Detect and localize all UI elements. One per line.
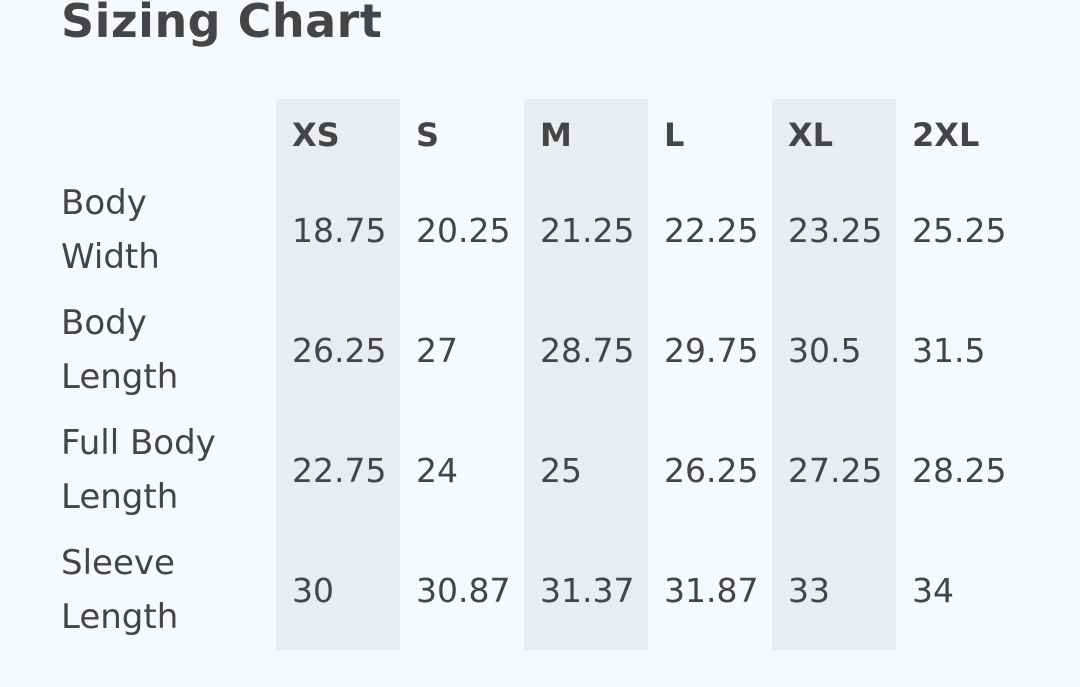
measurement-cell: 26.25 [664, 450, 759, 490]
measurement-cell: 20.25 [416, 210, 511, 250]
header-row: XS S M L XL 2XL [61, 99, 1020, 170]
size-header-2xl: 2XL [912, 115, 980, 154]
measurement-cell: 30 [276, 530, 400, 650]
measurement-cell: 31.5 [912, 330, 986, 370]
row-label-line: Full Body [61, 423, 216, 463]
row-label-line: Length [61, 477, 179, 517]
row-label-line: Width [61, 237, 160, 277]
row-label: Body Length [61, 290, 276, 410]
measurement-cell: 27 [416, 330, 458, 370]
measurement-cell: 29.75 [664, 330, 759, 370]
measurement-cell: 22.25 [664, 210, 759, 250]
sizing-table: XS S M L XL 2XL Body Width 18.75 20.25 21.25… [61, 99, 1020, 650]
table-row: Body Width 18.75 20.25 21.25 22.25 23.25 25.25 [61, 170, 1020, 290]
table-row: Sleeve Length 30 30.87 31.37 31.87 33 34 [61, 530, 1020, 650]
measurement-cell: 27.25 [772, 410, 896, 530]
measurement-cell: 28.25 [912, 450, 1007, 490]
size-header-xs: XS [276, 99, 400, 170]
size-header-xl: XL [772, 99, 896, 170]
table-row: Full Body Length 22.75 24 25 26.25 27.25 28.25 [61, 410, 1020, 530]
measurement-cell: 33 [772, 530, 896, 650]
row-label: Body Width [61, 170, 276, 290]
measurement-cell: 31.37 [524, 530, 648, 650]
measurement-cell: 25.25 [912, 210, 1007, 250]
row-label-line: Length [61, 597, 179, 637]
measurement-cell: 26.25 [276, 290, 400, 410]
row-label-line: Length [61, 357, 179, 397]
measurement-cell: 24 [416, 450, 458, 490]
page-title: Sizing Chart [61, 0, 383, 48]
measurement-cell: 21.25 [524, 170, 648, 290]
table-row: Body Length 26.25 27 28.75 29.75 30.5 31.5 [61, 290, 1020, 410]
row-label: Sleeve Length [61, 530, 276, 650]
row-label-line: Body [61, 303, 147, 343]
measurement-cell: 30.5 [772, 290, 896, 410]
measurement-cell: 22.75 [276, 410, 400, 530]
row-label-line: Body [61, 183, 147, 223]
measurement-cell: 23.25 [772, 170, 896, 290]
measurement-cell: 31.87 [664, 570, 759, 610]
measurement-cell: 25 [524, 410, 648, 530]
measurement-cell: 34 [912, 570, 954, 610]
row-label-line: Sleeve [61, 543, 175, 583]
corner-cell [61, 99, 276, 170]
measurement-cell: 28.75 [524, 290, 648, 410]
size-header-s: S [416, 115, 440, 154]
size-header-m: M [524, 99, 648, 170]
measurement-cell: 30.87 [416, 570, 511, 610]
row-label: Full Body Length [61, 410, 276, 530]
size-header-l: L [664, 115, 685, 154]
measurement-cell: 18.75 [276, 170, 400, 290]
